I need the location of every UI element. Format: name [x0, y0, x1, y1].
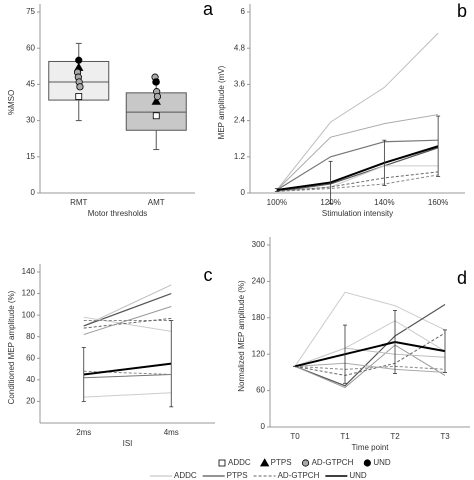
y-tick-label: 0	[241, 188, 246, 197]
y-axis-label: MEP amplitude (mV)	[217, 65, 226, 139]
series-line	[276, 32, 439, 191]
data-point	[76, 83, 84, 91]
x-tick-label: 160%	[428, 198, 448, 207]
legend-label: UND	[349, 471, 367, 480]
y-tick-label: 100	[22, 310, 36, 319]
x-axis-label: ISI	[123, 439, 133, 448]
y-tick-label: 45	[26, 80, 35, 89]
y-tick-label: 140	[22, 267, 36, 276]
series-line	[83, 284, 172, 327]
series-line	[276, 171, 439, 192]
series-line	[83, 316, 172, 332]
x-tick-label: RMT	[70, 198, 87, 207]
y-axis-label: Normalized MEP amplitude (%)	[237, 280, 246, 392]
x-tick-label: 4ms	[164, 428, 179, 437]
y-tick-label: 60	[256, 386, 265, 395]
legend-label: ADDC	[174, 471, 197, 480]
panel-letter: a	[203, 0, 214, 19]
y-tick-label: 120	[252, 349, 266, 358]
x-tick-label: 100%	[267, 198, 287, 207]
panel-letter: b	[457, 1, 467, 21]
legend-marker	[301, 459, 310, 467]
x-axis-label: Time point	[351, 443, 389, 452]
y-tick-label: 0	[31, 188, 36, 197]
series-line	[83, 373, 172, 379]
y-tick-label: 60	[26, 43, 35, 52]
legend-label: ADDC	[228, 458, 251, 467]
x-tick-label: 140%	[374, 198, 394, 207]
series-line	[294, 341, 446, 368]
y-tick-label: 6	[241, 7, 246, 16]
x-tick-label: T3	[440, 432, 450, 441]
y-tick-label: 1.2	[234, 152, 246, 161]
legend-label: PTPS	[227, 471, 248, 480]
series-line	[276, 147, 439, 193]
data-point	[75, 93, 83, 100]
data-point	[152, 78, 160, 86]
y-tick-label: 4.8	[234, 43, 246, 52]
data-point	[152, 112, 160, 120]
y-tick-label: 3.6	[234, 80, 246, 89]
series-line	[294, 303, 446, 387]
series-line	[276, 174, 439, 192]
series-line	[294, 347, 446, 367]
y-tick-label: 20	[26, 397, 35, 406]
y-tick-label: 40	[26, 375, 35, 384]
x-tick-label: T1	[340, 432, 350, 441]
series-line	[294, 332, 446, 376]
series-line	[294, 320, 446, 367]
series-line	[294, 365, 446, 370]
y-tick-label: 60	[26, 353, 35, 362]
series-line	[83, 293, 172, 327]
data-point	[153, 92, 162, 101]
legend-label: PTPS	[271, 458, 292, 467]
series-line	[83, 392, 172, 398]
x-axis-label: Stimulation intensity	[322, 209, 393, 218]
data-point	[151, 96, 161, 105]
y-axis-label: Conditioned MEP amplitude (%)	[7, 290, 16, 404]
series-line	[294, 362, 446, 373]
series-line	[294, 291, 446, 367]
x-tick-label: T0	[290, 432, 300, 441]
series-line	[276, 145, 439, 191]
series-line	[83, 362, 172, 376]
y-tick-label: 2.4	[234, 116, 246, 125]
panel-letter: c	[204, 265, 213, 285]
y-tick-label: 15	[26, 152, 35, 161]
y-tick-label: 75	[26, 7, 35, 16]
series-line	[83, 370, 172, 375]
y-tick-label: 300	[252, 240, 266, 249]
y-tick-label: 30	[26, 116, 35, 125]
legend-marker	[218, 459, 226, 467]
y-tick-label: 0	[261, 422, 266, 431]
x-axis-label: Motor thresholds	[88, 209, 148, 218]
series-line	[276, 139, 439, 191]
x-tick-label: AMT	[148, 198, 165, 207]
panel-letter: d	[457, 268, 467, 288]
data-point	[75, 56, 83, 64]
y-tick-label: 180	[252, 313, 266, 322]
y-tick-label: 80	[26, 332, 35, 341]
legend-label: UND	[373, 458, 391, 467]
y-axis-label: %MSO	[7, 90, 16, 115]
y-tick-label: 240	[252, 277, 266, 286]
series-line	[276, 114, 439, 191]
legend-label: AD-GTPCH	[312, 458, 354, 467]
x-tick-label: 2ms	[76, 428, 91, 437]
legend-marker	[259, 458, 270, 467]
x-tick-label: T2	[390, 432, 400, 441]
y-tick-label: 120	[22, 289, 36, 298]
legend-marker	[363, 459, 371, 467]
series-line	[83, 306, 172, 336]
legend-label: AD-GTPCH	[278, 471, 320, 480]
